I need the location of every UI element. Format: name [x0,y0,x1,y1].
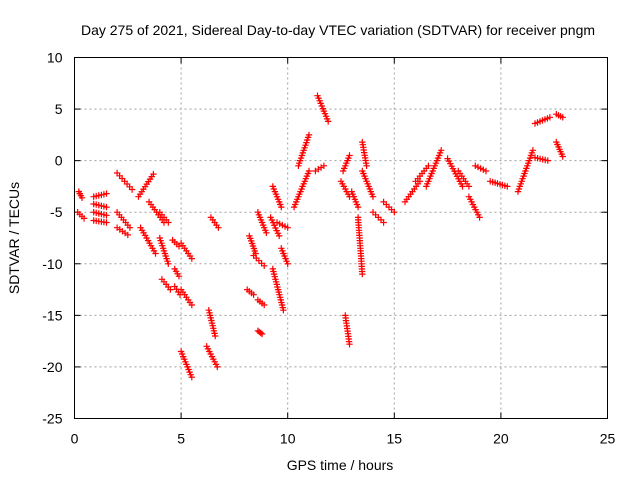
data-point [261,262,268,269]
data-point [152,250,159,257]
data-point [103,203,110,211]
x-tick-label: 5 [177,431,185,447]
y-tick-label: -20 [42,359,62,375]
data-point [126,224,134,231]
data-point [257,329,264,337]
data-point [504,183,511,190]
data-point [167,286,174,293]
data-point [482,167,490,175]
data-point [188,301,195,309]
x-tick-label: 15 [387,431,403,447]
data-point [325,118,332,125]
data-point [258,330,266,338]
data-point [261,301,268,309]
data-point [544,157,551,164]
data-point [359,270,366,278]
data-point [212,332,219,340]
data-point [305,131,313,139]
data-point [559,153,566,160]
grid-lines [74,57,608,419]
data-point [263,229,270,236]
data-point [369,193,377,200]
y-tick-label: -5 [50,204,63,220]
x-tick-label: 25 [600,431,616,447]
plot-frame [74,57,608,419]
data-point [128,186,136,193]
data-point [346,341,353,348]
y-tick-label: 10 [47,50,63,66]
data-point [459,183,466,190]
data-point [103,212,110,219]
data-point [124,231,131,239]
data-point [80,215,88,222]
data-point [284,224,291,231]
data-point [150,170,157,178]
x-tick-label: 10 [280,431,296,447]
data-point [214,363,221,371]
data-point [284,260,291,267]
y-axis-title: SDTVAR / TECUs [6,182,22,294]
y-tick-labels: -25 -20 -15 -10 -5 0 5 10 [42,50,62,427]
data-point [529,147,537,154]
data-point [103,219,110,226]
data-point [188,255,195,262]
data-point [363,162,370,169]
data-point [559,114,566,121]
data-point [425,162,432,169]
y-tick-label: 0 [55,153,63,169]
data-point [103,190,110,197]
y-tick-label: -10 [42,256,62,272]
y-tick-label: 5 [55,101,63,117]
x-tick-label: 0 [71,431,79,447]
data-point [165,219,172,226]
y-tick-label: -15 [42,307,62,323]
data-point [546,114,554,121]
data-point [250,291,257,298]
chart-title: Day 275 of 2021, Sidereal Day-to-day VTE… [81,22,595,38]
data-point [346,152,353,159]
y-tick-label: -25 [42,411,62,427]
data-point [465,183,473,190]
data-points [74,92,566,381]
data-point [278,203,285,211]
data-point [280,307,287,314]
data-point [380,219,387,226]
data-point [175,273,183,280]
x-tick-labels: 0 5 10 15 20 25 [71,431,616,447]
data-point [78,194,86,201]
data-point [438,147,445,154]
data-point [354,203,362,211]
data-point [165,260,172,267]
data-point [215,224,222,231]
data-point [320,162,328,169]
axis-ticks [74,57,608,419]
x-axis-title: GPS time / hours [287,457,394,473]
data-point [476,214,483,221]
x-tick-label: 20 [493,431,509,447]
data-point [188,374,195,381]
data-point [305,167,313,175]
data-point [391,209,398,216]
data-point [276,232,283,240]
